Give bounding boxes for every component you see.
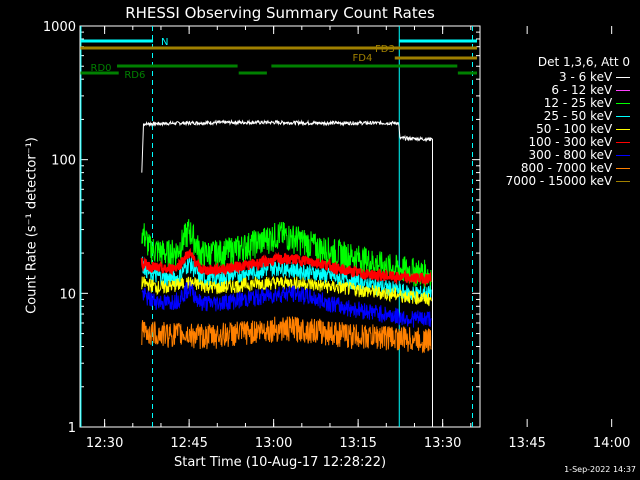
series-2: [141, 219, 432, 291]
x-tick-label: 13:15: [339, 436, 376, 451]
legend-header: Det 1,3,6, Att 0: [537, 55, 630, 69]
series-3: [141, 256, 432, 302]
flag-label-n: N: [161, 37, 168, 48]
series-line: [140, 247, 432, 288]
legend-swatch: [616, 77, 630, 78]
legend-label: 100 - 300 keV: [528, 135, 616, 149]
legend-label: 12 - 25 keV: [543, 96, 616, 110]
y-tick-label: 1: [68, 421, 76, 436]
legend-item: 50 - 100 keV: [0, 122, 630, 136]
legend-label: 800 - 7000 keV: [520, 161, 616, 175]
series-0: [141, 118, 434, 427]
flag-label-fd3: FD3: [375, 44, 395, 55]
series-line: [141, 118, 434, 427]
legend-item: 25 - 50 keV: [0, 109, 630, 123]
series-6: [141, 281, 432, 328]
legend-item: 12 - 25 keV: [0, 96, 630, 110]
legend-item: 7000 - 15000 keV: [0, 174, 630, 188]
legend-label: 300 - 800 keV: [528, 148, 616, 162]
legend-swatch: [616, 103, 630, 104]
legend-label: 25 - 50 keV: [543, 109, 616, 123]
legend-label: 7000 - 15000 keV: [505, 174, 616, 188]
series-line: [141, 219, 432, 291]
legend-swatch: [616, 155, 630, 156]
y-tick-label: 1000: [43, 20, 76, 35]
legend-label: 6 - 12 keV: [551, 83, 616, 97]
x-tick-label: 14:00: [593, 436, 630, 451]
legend-swatch: [616, 168, 630, 169]
flag-label-rd0: RD0: [91, 63, 112, 74]
series-line: [141, 256, 432, 302]
y-tick-label: 100: [51, 154, 76, 169]
chart-title: RHESSI Observing Summary Count Rates: [125, 4, 435, 22]
legend-item: 100 - 300 keV: [0, 135, 630, 149]
legend-item: 6 - 12 keV: [0, 83, 630, 97]
series-5: [140, 247, 432, 288]
legend-label: 3 - 6 keV: [559, 70, 616, 84]
legend-item: 300 - 800 keV: [0, 148, 630, 162]
flag-label-rd6: RD6: [124, 70, 145, 81]
series-line: [141, 316, 432, 354]
legend-swatch: [616, 116, 630, 117]
x-tick-label: 12:45: [170, 436, 207, 451]
legend-item: 3 - 6 keV: [0, 70, 630, 84]
legend-swatch: [616, 129, 630, 130]
legend-item: 800 - 7000 keV: [0, 161, 630, 175]
series-line: [141, 281, 432, 328]
plot-frame: [79, 25, 481, 428]
legend-label: 50 - 100 keV: [536, 122, 616, 136]
footer-timestamp: 1-Sep-2022 14:37: [564, 465, 636, 474]
x-tick-label: 13:00: [255, 436, 292, 451]
y-tick-label: 10: [59, 287, 76, 302]
x-tick-label: 13:45: [508, 436, 545, 451]
x-axis-label: Start Time (10-Aug-17 12:28:22): [173, 455, 387, 470]
x-tick-label: 12:30: [86, 436, 123, 451]
legend-swatch: [616, 142, 630, 143]
legend-swatch: [616, 90, 630, 91]
series-7: [141, 316, 432, 354]
x-tick-label: 13:30: [424, 436, 461, 451]
legend-swatch: [616, 181, 630, 182]
flag-label-fd4: FD4: [353, 53, 373, 64]
